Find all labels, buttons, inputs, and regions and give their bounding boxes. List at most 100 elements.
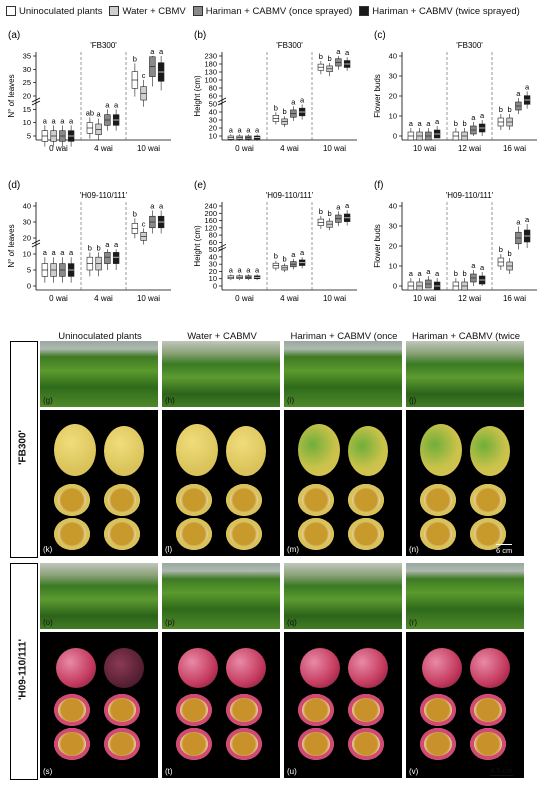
column-header-water: Water + CABMV [187, 331, 257, 342]
y-tick-label: 0 [27, 282, 31, 291]
y-tick-label: 40 [209, 108, 217, 117]
field-photo-h09: (o) [40, 563, 158, 629]
whole-fruit-fb300 [298, 424, 340, 476]
significance-letter: a [409, 269, 414, 278]
cultivar-label-h09: 'H09-110/111' [17, 639, 29, 700]
y-tick-label: 10 [209, 132, 217, 141]
whole-fruit-fb300 [226, 426, 266, 476]
fruit-half [104, 484, 140, 516]
significance-letter: b [499, 245, 503, 254]
x-group-label: 0 wai [235, 144, 254, 153]
y-tick-label: 20 [209, 124, 217, 133]
y-tick-label: 30 [209, 260, 217, 269]
y-tick-label: 40 [23, 202, 31, 211]
panel-label: (e) [194, 180, 206, 191]
y-tick-label: 15 [23, 105, 31, 114]
significance-letter: a [480, 263, 485, 272]
fruit-half [176, 518, 212, 550]
chart-title: 'H09-110/111' [80, 191, 128, 200]
x-group-label: 0 wai [235, 294, 254, 303]
chart-e-svg: (e) 'H09-110/111' Height (cm) 0102030405060… [193, 180, 357, 303]
fruit-half [420, 518, 456, 550]
y-tick-label: 40 [389, 52, 397, 61]
significance-letter: a [336, 47, 341, 56]
significance-letter: a [291, 97, 296, 106]
photo-panel-label: (q) [287, 618, 297, 627]
legend-label: Hariman + CABMV (twice sprayed) [372, 5, 520, 17]
photo-panel-label: (j) [409, 396, 417, 405]
fruit-half [420, 484, 456, 516]
significance-letter: a [52, 248, 57, 257]
chart-f-svg: (f) 'H09-110/111' Flower buds 0 10 20 30 40 10 w… [373, 180, 537, 303]
significance-letter: a [114, 100, 119, 109]
significance-letter: a [43, 116, 48, 125]
significance-letter: a [150, 201, 155, 210]
significance-letter: b [133, 54, 137, 63]
photo-panel-label: (r) [409, 618, 417, 627]
panel-label: (b) [194, 30, 206, 41]
whole-fruit-h09 [470, 648, 510, 688]
legend: Uninoculated plants Water + CBMV Hariman +… [6, 4, 546, 18]
fruit-half [226, 484, 262, 516]
y-tick-label: 230 [204, 52, 217, 61]
significance-letter: a [105, 100, 110, 109]
y-tick-label: 5 [27, 132, 31, 141]
legend-item: Water + CBMV [109, 6, 186, 17]
fruit-half [176, 694, 212, 726]
legend-swatch [6, 6, 16, 16]
significance-letter: a [300, 95, 305, 104]
significance-letter: b [508, 105, 512, 114]
chart-d-svg: (d) 'H09-110/111' N° of leaves 0 5 10 20 30 40 0 … [7, 180, 171, 303]
significance-letter: a [69, 116, 74, 125]
chart-f: (f) 'H09-110/111' Flower buds 0 10 20 30 40 10 w… [372, 180, 542, 310]
significance-letter: a [291, 250, 296, 259]
chart-title: 'FB300' [456, 41, 483, 50]
y-tick-label: 20 [23, 234, 31, 243]
y-axis-label: N° of leaves [7, 74, 16, 117]
photo-panel-label: (m) [287, 545, 299, 554]
x-group-label: 10 wai [323, 144, 346, 153]
significance-letter: b [463, 119, 467, 128]
fruit-half [470, 728, 506, 760]
whole-fruit-fb300 [176, 424, 218, 476]
chart-b-svg: (b) 'FB300' Height (cm) 1020304050608010013… [193, 30, 357, 153]
x-group-label: 0 wai [49, 294, 68, 303]
x-group-label: 4 wai [94, 144, 113, 153]
x-group-label: 4 wai [280, 144, 299, 153]
axis-break [31, 97, 41, 106]
axis-break [217, 244, 227, 252]
significance-letter: b [454, 119, 458, 128]
y-tick-label: 100 [204, 76, 217, 85]
y-tick-label: 20 [23, 92, 31, 101]
significance-letter: a [418, 269, 423, 278]
chart-a: (a) 'FB300' N° of leaves 5 10 15 20 25 30 35 0 wai… [6, 30, 176, 160]
fruit-photo-h09: (u) [284, 632, 402, 778]
fruit-half [104, 694, 140, 726]
fruit-half [176, 728, 212, 760]
field-photo-h09: (q) [284, 563, 402, 629]
chart-title: 'FB300' [90, 41, 117, 50]
significance-letter: a [336, 202, 341, 211]
significance-letter: b [454, 269, 458, 278]
photo-panel-label: (k) [43, 545, 53, 554]
photo-panel-label: (h) [165, 396, 175, 405]
fruit-photo-fb300: (n) [406, 410, 524, 556]
significance-letter: b [88, 243, 92, 252]
significance-letter: a [229, 125, 234, 134]
y-tick-label: 0 [393, 132, 397, 141]
field-photo-h09: (p) [162, 563, 280, 629]
significance-letter: b [508, 249, 512, 258]
y-tick-label: 180 [204, 60, 217, 69]
significance-letter: a [471, 261, 476, 270]
fruit-photo-h09: (v) [406, 632, 524, 778]
chart-a-svg: (a) 'FB300' N° of leaves 5 10 15 20 25 30 35 0 wai… [7, 30, 171, 153]
significance-letter: a [150, 47, 155, 56]
fruit-photo-h09: (s) [40, 632, 158, 778]
x-group-label: 10 wai [323, 294, 346, 303]
significance-letter: a [426, 119, 431, 128]
significance-letter: a [52, 116, 57, 125]
photo-panel-label: (l) [165, 545, 173, 554]
fruit-half [348, 518, 384, 550]
whole-fruit-fb300 [104, 426, 144, 476]
x-group-label: 12 wai [458, 294, 481, 303]
